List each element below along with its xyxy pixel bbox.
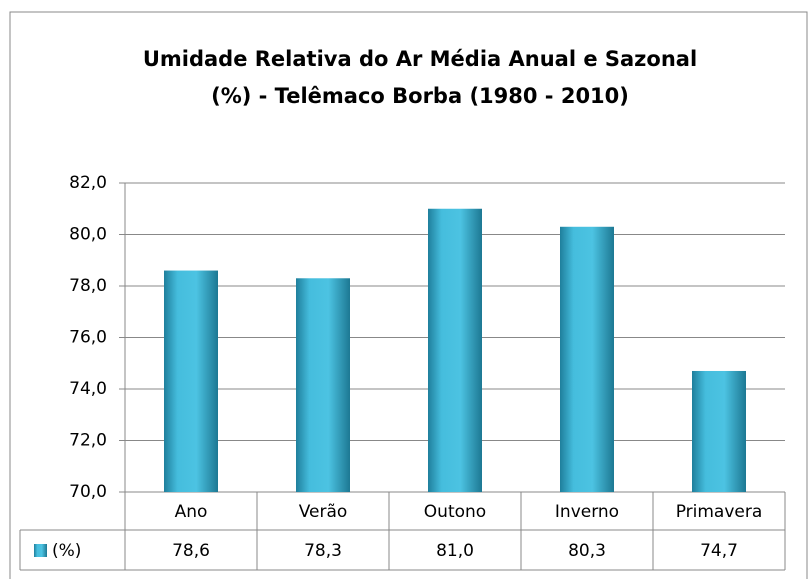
y-tick-label: 72,0 <box>69 431 107 451</box>
y-tick-label: 76,0 <box>69 328 107 348</box>
y-tick-label: 82,0 <box>69 173 107 193</box>
bar <box>692 370 746 492</box>
bar <box>428 208 482 492</box>
x-tick-label: Inverno <box>555 502 619 522</box>
chart-title: (%) - Telêmaco Borba (1980 - 2010) <box>211 84 629 108</box>
value-label: 81,0 <box>436 541 474 561</box>
x-tick-label: Ano <box>175 502 208 522</box>
y-tick-label: 80,0 <box>69 225 107 245</box>
legend-label: (%) <box>52 541 81 561</box>
bar <box>560 226 614 492</box>
y-tick-label: 78,0 <box>69 276 107 296</box>
value-label: 74,7 <box>700 541 738 561</box>
y-tick-label: 70,0 <box>69 482 107 502</box>
legend-key <box>34 544 47 557</box>
bar <box>296 278 350 492</box>
x-tick-label: Outono <box>424 502 486 522</box>
value-label: 80,3 <box>568 541 606 561</box>
x-tick-label: Verão <box>299 502 348 522</box>
value-label: 78,3 <box>304 541 342 561</box>
x-tick-label: Primavera <box>676 502 763 522</box>
bar <box>164 270 218 492</box>
chart-border <box>9 11 808 579</box>
y-tick-label: 74,0 <box>69 379 107 399</box>
value-label: 78,6 <box>172 541 210 561</box>
chart-title: Umidade Relativa do Ar Média Anual e Saz… <box>143 47 697 71</box>
